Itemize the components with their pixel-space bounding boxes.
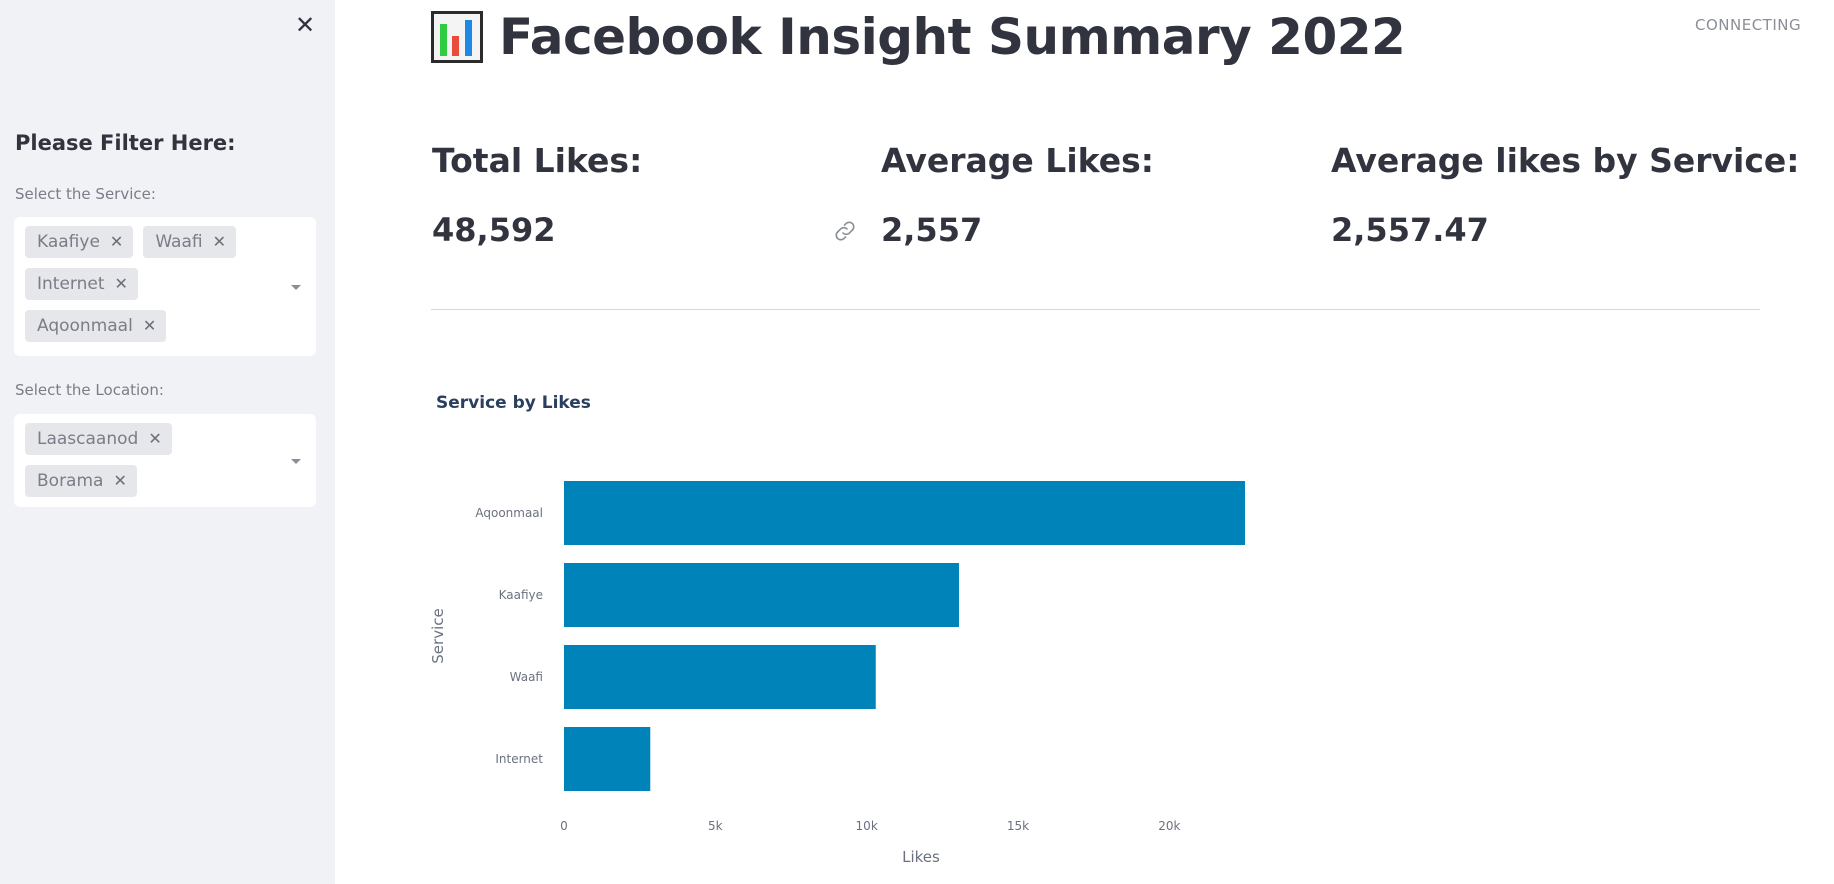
chip-remove-icon[interactable]: ✕ — [109, 232, 124, 251]
chip-service: Aqoonmaal ✕ — [25, 310, 167, 342]
service-multiselect[interactable]: Kaafiye ✕ Waafi ✕ Internet ✕ Aqoonmaal ✕ — [14, 217, 316, 356]
connection-status: CONNECTING — [1695, 16, 1802, 34]
bar-chart-icon — [431, 11, 483, 63]
x-tick-label: 15k — [1007, 819, 1029, 833]
chip-location: Laascaanod ✕ — [25, 423, 172, 455]
total-likes-value: 48,592 — [432, 211, 556, 249]
chip-service: Waafi ✕ — [143, 226, 236, 258]
bar-waafi — [564, 645, 876, 709]
page-title: Facebook Insight Summary 2022 — [431, 8, 1406, 66]
chip-remove-icon[interactable]: ✕ — [148, 429, 162, 448]
chip-label: Laascaanod — [37, 429, 139, 449]
link-icon[interactable] — [833, 219, 857, 243]
chip-label: Waafi — [155, 232, 203, 252]
x-tick-label: 10k — [856, 819, 878, 833]
chip-remove-icon[interactable]: ✕ — [113, 471, 127, 490]
total-likes-label: Total Likes: — [432, 141, 643, 180]
x-tick-label: 0 — [560, 819, 568, 833]
y-tick-label: Kaafiye — [499, 588, 543, 602]
bar-internet — [564, 727, 651, 791]
y-tick-label: Aqoonmaal — [475, 506, 543, 520]
x-tick-label: 5k — [708, 819, 723, 833]
chip-location: Borama ✕ — [25, 465, 137, 497]
chip-service: Kaafiye ✕ — [25, 226, 134, 258]
location-multiselect[interactable]: Laascaanod ✕ Borama ✕ — [14, 414, 316, 507]
service-filter-label: Select the Service: — [15, 185, 156, 203]
chevron-down-icon[interactable] — [291, 284, 301, 290]
avg-likes-by-service-value: 2,557.47 — [1331, 211, 1489, 249]
bar-aqoonmaal — [564, 481, 1245, 545]
chip-label: Borama — [37, 471, 104, 491]
x-axis-title: Likes — [902, 848, 940, 866]
y-tick-label: Waafi — [510, 670, 543, 684]
x-tick-label: 20k — [1158, 819, 1180, 833]
chip-remove-icon[interactable]: ✕ — [212, 232, 226, 251]
average-likes-label: Average Likes: — [881, 141, 1154, 180]
chip-service: Internet ✕ — [25, 268, 138, 300]
y-tick-label: Internet — [495, 752, 543, 766]
chevron-down-icon[interactable] — [291, 458, 301, 464]
sidebar-title: Please Filter Here: — [15, 131, 236, 155]
location-filter-label: Select the Location: — [15, 381, 164, 399]
chip-label: Aqoonmaal — [37, 316, 133, 336]
divider — [431, 309, 1760, 310]
bar-kaafiye — [564, 563, 959, 627]
page-title-text: Facebook Insight Summary 2022 — [499, 8, 1406, 66]
average-likes-value: 2,557 — [881, 211, 983, 249]
chip-remove-icon[interactable]: ✕ — [142, 316, 157, 335]
chip-remove-icon[interactable]: ✕ — [114, 274, 128, 293]
close-sidebar-icon[interactable]: ✕ — [294, 11, 316, 39]
y-axis-title: Service — [429, 608, 447, 663]
chip-label: Kaafiye — [37, 232, 100, 252]
chart-title: Service by Likes — [436, 393, 591, 413]
chip-label: Internet — [37, 274, 105, 294]
sidebar: ✕ Please Filter Here: Select the Service… — [0, 0, 335, 884]
avg-likes-by-service-label: Average likes by Service: — [1331, 141, 1800, 180]
